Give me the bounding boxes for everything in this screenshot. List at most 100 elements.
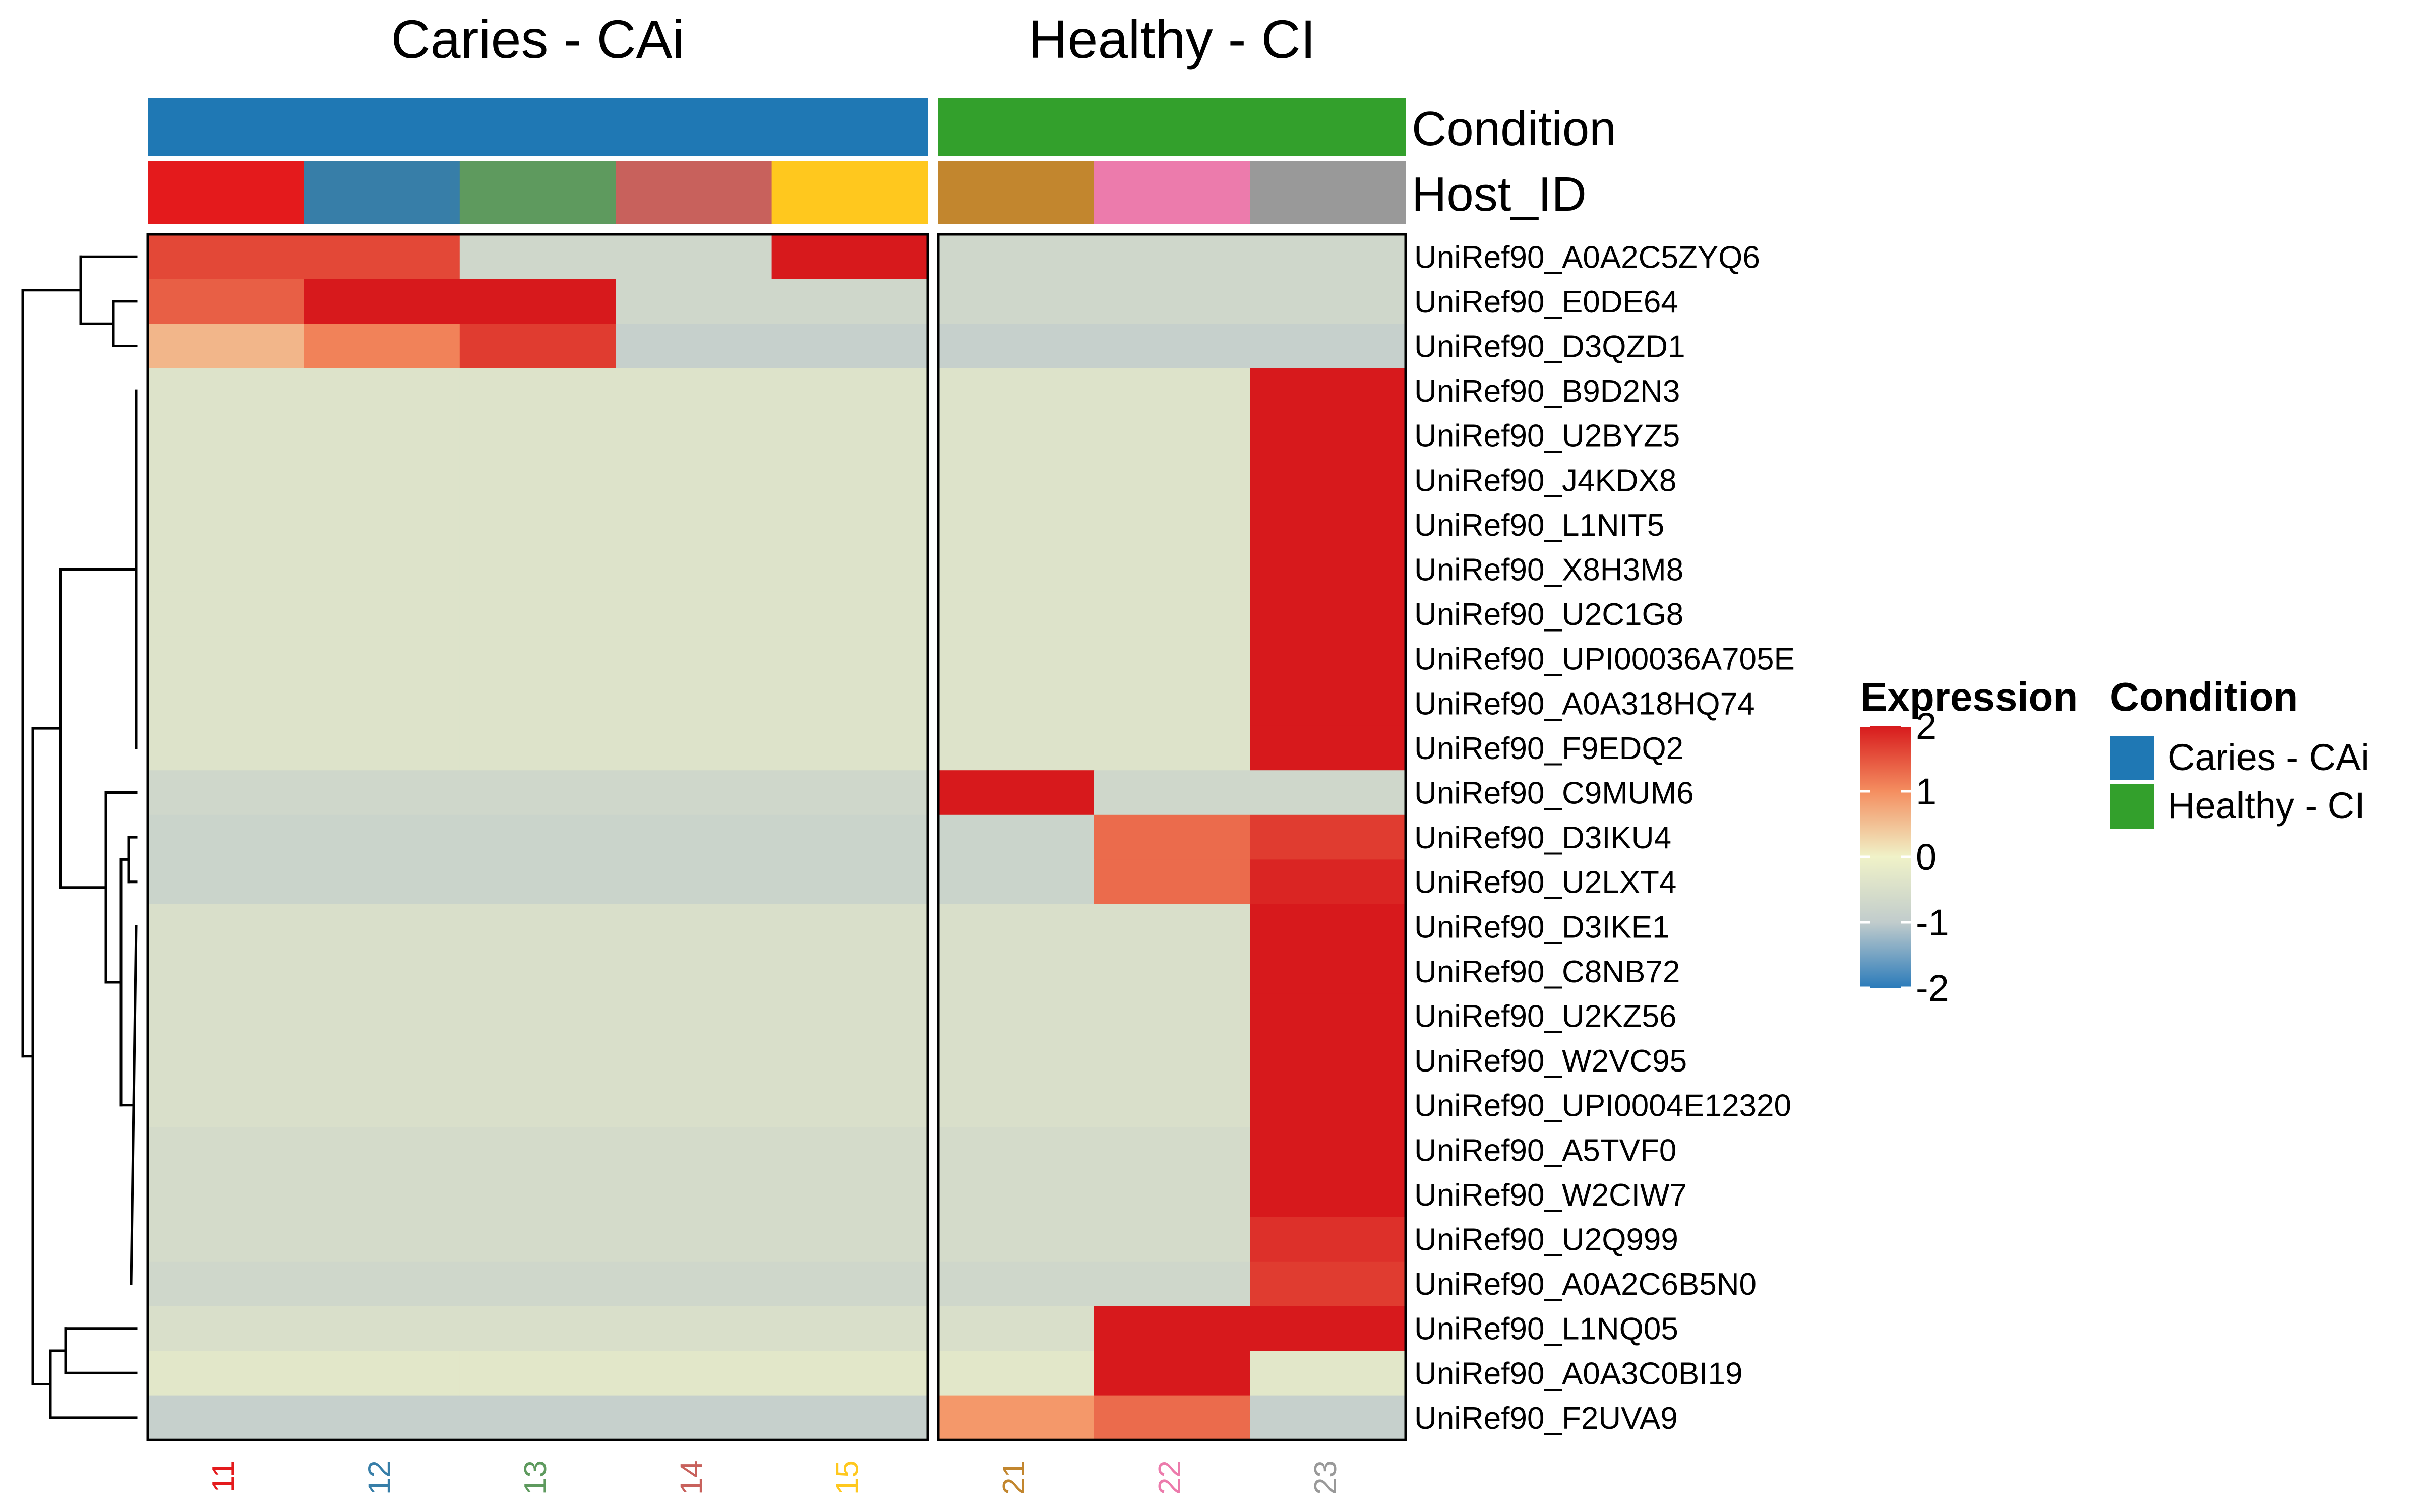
dendrogram-branch bbox=[130, 925, 138, 1285]
heatmap-cell bbox=[1094, 1038, 1250, 1083]
heatmap-cell bbox=[459, 324, 616, 369]
heatmap-cell bbox=[616, 904, 772, 950]
heatmap-cell bbox=[148, 1351, 304, 1396]
row-label: UniRef90_A0A2C5ZYQ6 bbox=[1414, 240, 1760, 275]
heatmap-cell bbox=[616, 1306, 772, 1351]
heatmap-cell bbox=[1250, 458, 1406, 503]
heatmap-cell bbox=[148, 1127, 304, 1173]
row-label: UniRef90_D3IKE1 bbox=[1414, 910, 1670, 944]
heatmap-cell bbox=[459, 1038, 616, 1083]
heatmap-cell bbox=[616, 1261, 772, 1306]
heatmap-cell bbox=[148, 279, 304, 324]
heatmap-cell bbox=[938, 1351, 1095, 1396]
heatmap-cell bbox=[459, 413, 616, 458]
heatmap-cell bbox=[304, 234, 460, 280]
row-label: UniRef90_W2VC95 bbox=[1414, 1044, 1687, 1079]
host-id-annotation-label: Host_ID bbox=[1412, 167, 1587, 221]
heatmap-cell bbox=[148, 234, 304, 280]
heatmap-cell bbox=[1094, 1395, 1250, 1440]
heatmap-cell bbox=[148, 324, 304, 369]
heatmap-cell bbox=[148, 368, 304, 413]
heatmap-cell bbox=[459, 681, 616, 726]
split-title-1: Caries - CAi bbox=[391, 9, 684, 70]
heatmap-cell bbox=[1094, 814, 1250, 860]
heatmap-cell bbox=[304, 279, 460, 324]
heatmap-cell bbox=[459, 725, 616, 771]
heatmap-cell bbox=[616, 547, 772, 592]
row-label: UniRef90_F9EDQ2 bbox=[1414, 731, 1683, 766]
heatmap-cell bbox=[1250, 1172, 1406, 1217]
heatmap-cell bbox=[1250, 547, 1406, 592]
heatmap-cell bbox=[304, 502, 460, 547]
heatmap-cell bbox=[1094, 1172, 1250, 1217]
heatmap-cell bbox=[1094, 1083, 1250, 1128]
heatmap-cell bbox=[148, 636, 304, 681]
heatmap-cell bbox=[771, 458, 928, 503]
heatmap-cell bbox=[1094, 591, 1250, 637]
heatmap-cell bbox=[148, 725, 304, 771]
heatmap-cell bbox=[771, 949, 928, 994]
row-dendrogram bbox=[21, 255, 138, 1419]
heatmap-cell bbox=[938, 234, 1095, 280]
column-split-titles: Caries - CAi Healthy - CI bbox=[391, 9, 1315, 70]
heatmap-cell bbox=[1094, 1127, 1250, 1173]
heatmap-cell bbox=[148, 1172, 304, 1217]
heatmap-cell bbox=[459, 279, 616, 324]
heatmap-cell bbox=[304, 1172, 460, 1217]
condition-legend-label: Healthy - CI bbox=[2168, 785, 2365, 827]
heatmap-cell bbox=[616, 1395, 772, 1440]
heatmap-cell bbox=[616, 681, 772, 726]
row-label: UniRef90_A5TVF0 bbox=[1414, 1133, 1676, 1168]
heatmap-cell bbox=[771, 368, 928, 413]
heatmap-cell bbox=[1250, 324, 1406, 369]
row-labels: UniRef90_A0A2C5ZYQ6 UniRef90_E0DE64 UniRef… bbox=[1414, 240, 1795, 1436]
heatmap-cell bbox=[771, 770, 928, 815]
column-annotations: Condition Host_ID bbox=[148, 98, 1616, 224]
heatmap-cell bbox=[938, 324, 1095, 369]
heatmap-cell bbox=[771, 814, 928, 860]
heatmap-cell bbox=[771, 234, 928, 280]
heatmap-cell bbox=[459, 636, 616, 681]
heatmap-cell bbox=[459, 1127, 616, 1173]
heatmap-cell bbox=[148, 502, 304, 547]
heatmap-cell bbox=[459, 547, 616, 592]
heatmap-cell bbox=[459, 949, 616, 994]
heatmap-cell bbox=[148, 1083, 304, 1128]
heatmap-cell bbox=[304, 859, 460, 905]
heatmap-cell bbox=[1094, 547, 1250, 592]
heatmap-cell bbox=[771, 1217, 928, 1262]
host-id-cell-13 bbox=[459, 161, 616, 224]
heatmap-cell bbox=[938, 904, 1095, 950]
heatmap-cell bbox=[148, 1038, 304, 1083]
column-label: 12 bbox=[362, 1460, 397, 1495]
heatmap-cell bbox=[304, 1127, 460, 1173]
heatmap-cell bbox=[1250, 859, 1406, 905]
heatmap-cell bbox=[1250, 949, 1406, 994]
condition-bar-2 bbox=[938, 98, 1406, 156]
heatmap-cell bbox=[1094, 993, 1250, 1039]
row-label: UniRef90_D3IKU4 bbox=[1414, 821, 1671, 855]
heatmap-cell bbox=[1094, 859, 1250, 905]
heatmap-cell bbox=[1250, 770, 1406, 815]
heatmap-cell bbox=[304, 1083, 460, 1128]
host-id-cell-15 bbox=[771, 161, 928, 224]
heatmap-cell bbox=[304, 814, 460, 860]
row-label: UniRef90_UPI00036A705E bbox=[1414, 642, 1795, 677]
heatmap-cell bbox=[1094, 770, 1250, 815]
heatmap-cell bbox=[771, 1038, 928, 1083]
heatmap-cell bbox=[616, 234, 772, 280]
heatmap-cell bbox=[1094, 502, 1250, 547]
heatmap-cell bbox=[938, 814, 1095, 860]
heatmap-cell bbox=[771, 324, 928, 369]
column-label: 14 bbox=[674, 1460, 709, 1495]
heatmap-cell bbox=[1250, 502, 1406, 547]
heatmap-cell bbox=[771, 1395, 928, 1440]
heatmap-cell bbox=[1250, 904, 1406, 950]
heatmap-cell bbox=[148, 591, 304, 637]
heatmap-cell bbox=[1250, 1038, 1406, 1083]
heatmap-cell bbox=[938, 1261, 1095, 1306]
heatmap-cell bbox=[459, 1083, 616, 1128]
heatmap-cell bbox=[459, 1217, 616, 1262]
heatmap-cell bbox=[771, 1172, 928, 1217]
